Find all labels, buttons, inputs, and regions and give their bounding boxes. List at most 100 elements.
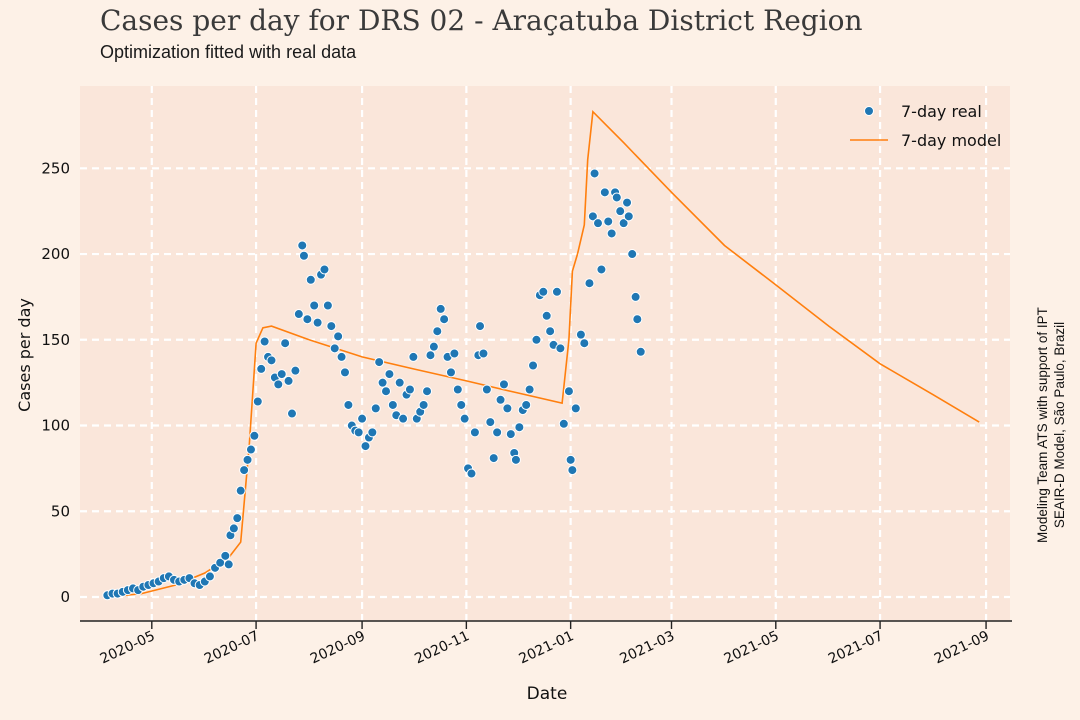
real-data-point [531,334,542,345]
real-data-point [367,427,378,438]
real-data-point [466,468,477,479]
credit-line-1: Modeling Team ATS with support of IPT [1035,307,1050,543]
real-data-point [630,291,641,302]
real-data-point [322,300,333,311]
real-data-point [575,329,586,340]
legend-real-marker [864,106,874,116]
real-data-point [339,367,350,378]
real-data-point [445,367,456,378]
real-data-point [273,379,284,390]
credit-note: Modeling Team ATS with support of IPT SE… [1034,275,1068,575]
real-data-point [377,377,388,388]
real-data-point [336,351,347,362]
real-data-point [498,379,509,390]
real-data-point [408,351,419,362]
real-data-point [435,303,446,314]
x-tick-label: 2021-01 [517,628,577,667]
real-data-point [469,427,480,438]
x-tick-label: 2020-07 [202,628,262,667]
real-data-point [623,211,634,222]
y-tick-label: 150 [41,331,70,349]
real-data-point [521,399,532,410]
real-data-point [370,403,381,414]
y-tick-label: 100 [41,417,70,435]
x-tick-label: 2021-07 [826,628,886,667]
x-tick-label: 2020-09 [308,628,368,667]
legend-model-label: 7-day model [901,131,1001,150]
x-tick-label: 2020-05 [98,628,158,667]
real-data-point [381,386,392,397]
real-data-point [387,399,398,410]
real-data-point [456,399,467,410]
real-data-point [266,355,277,366]
chart-subtitle: Optimization fitted with real data [100,42,357,62]
model-series-line [109,109,980,598]
real-data-point [611,192,622,203]
real-data-point [290,365,301,376]
x-tick-label: 2021-03 [617,628,677,667]
real-data-point [326,321,337,332]
real-data-point [618,218,629,229]
real-data-point [555,343,566,354]
real-data-point [632,314,643,325]
plot-area [80,86,1010,621]
real-data-point [495,394,506,405]
x-tick-label: 2020-11 [412,628,472,667]
real-data-point [627,249,638,260]
real-data-point [329,343,340,354]
real-data-point [252,396,263,407]
real-data-point [357,413,368,424]
real-data-point [293,309,304,320]
real-data-point [505,429,516,440]
legend-real-label: 7-day real [901,102,982,121]
real-data-point [615,206,626,217]
chart-title: Cases per day for DRS 02 - Araçatuba Dis… [100,4,863,37]
real-data-point [394,377,405,388]
x-tick-label: 2021-09 [932,628,992,667]
real-data-point [418,399,429,410]
credit-line-2: SEAIR-D Model, São Paulo, Brazil [1052,321,1067,529]
real-data-point [384,369,395,380]
real-data-point [256,363,267,374]
real-data-point [245,444,256,455]
real-data-point [422,386,433,397]
real-data-point [538,286,549,297]
y-tick-label: 200 [41,245,70,263]
real-data-point [449,348,460,359]
real-data-point [579,338,590,349]
real-data-point [239,465,250,476]
real-data-point [220,550,231,561]
real-data-point [551,286,562,297]
real-data-point [589,168,600,179]
real-data-point [302,314,313,325]
real-data-point [606,228,617,239]
real-data-point [488,453,499,464]
real-data-point [528,360,539,371]
real-data-point [360,441,371,452]
real-data-point [439,314,450,325]
y-tick-label: 50 [51,502,70,520]
real-data-point [280,338,291,349]
real-data-point [223,559,234,570]
y-tick-label: 0 [60,588,70,606]
gridlines [80,86,1010,621]
real-data-point [428,341,439,352]
real-data-point [333,331,344,342]
real-data-point [353,427,364,438]
real-data-point [286,408,297,419]
real-data-point [485,417,496,428]
real-data-point [432,326,443,337]
y-tick-label: 250 [41,159,70,177]
real-data-point [622,197,633,208]
real-data-point [249,430,260,441]
real-data-point [502,403,513,414]
real-data-point [398,413,409,424]
real-data-point [312,317,323,328]
real-data-point [276,369,287,380]
real-data-point [305,274,316,285]
real-data-point [514,422,525,433]
real-data-point [297,240,308,251]
real-data-point [235,485,246,496]
real-data-point [481,384,492,395]
